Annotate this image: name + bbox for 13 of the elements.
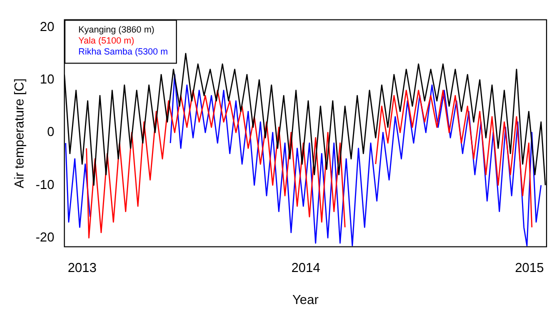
text: Yala (5100 m) (78, 35, 134, 46)
x-tick-label: 2015 (514, 260, 544, 276)
y-tick-label: -10 (36, 176, 54, 192)
x-tick-label: 2014 (291, 260, 320, 276)
x-tick-label: 2013 (68, 260, 97, 276)
y-tick-label: 20 (40, 18, 54, 34)
text: Rikha Samba (5300 m (78, 46, 168, 56)
x-axis-title: Year (292, 292, 320, 307)
y-tick-label: 0 (47, 124, 54, 140)
y-tick-label: 10 (40, 71, 54, 86)
y-axis-title: Air temperature [C] (11, 78, 26, 188)
text: Kyanging (3860 m) (78, 24, 154, 34)
y-tick-label: -20 (36, 229, 54, 244)
